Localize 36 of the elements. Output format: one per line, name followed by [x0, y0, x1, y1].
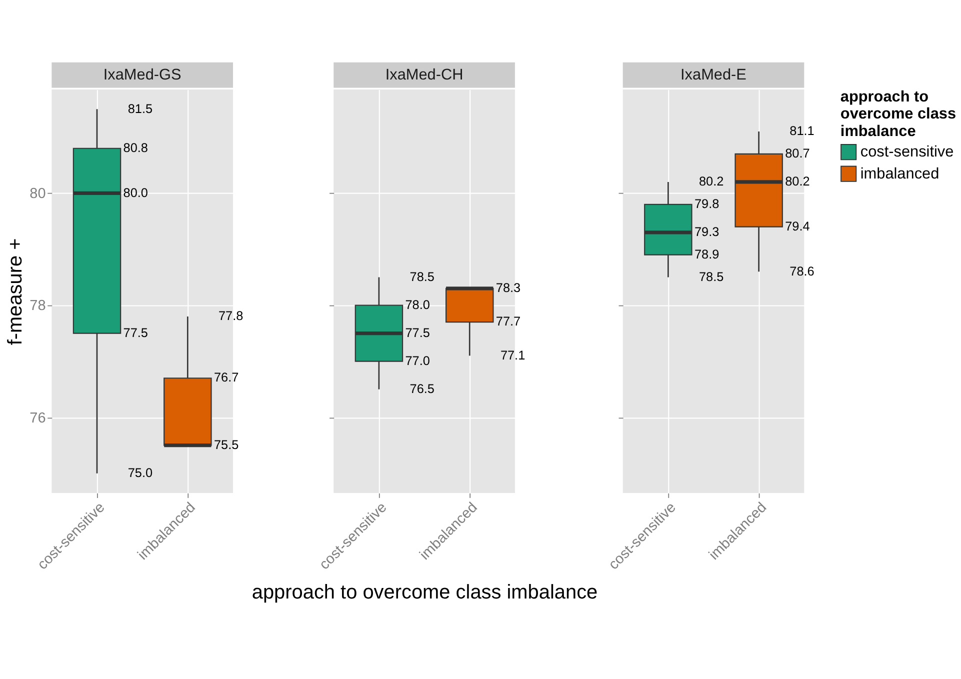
chart-title: IxaMed-GS [103, 66, 182, 84]
y-axis-title: f-measure + [4, 238, 26, 346]
y-tick-label: 76 [30, 410, 46, 426]
legend-label: cost-sensitive [860, 144, 954, 161]
annotation: 77.1 [500, 348, 526, 362]
annotation: 79.3 [694, 225, 720, 240]
annotation: 81.1 [790, 124, 814, 138]
annotation: 81.5 [128, 102, 153, 116]
annotation: 80.7 [785, 146, 810, 161]
annotation: 78.0 [405, 298, 430, 312]
annotation: 80.2 [698, 174, 724, 189]
annotation: 75.0 [128, 466, 153, 480]
annotation: 80.2 [785, 174, 810, 189]
annotation: 80.0 [123, 186, 148, 200]
chart-title: IxaMed-E [680, 66, 746, 84]
annotation: 77.5 [405, 326, 430, 340]
annotation: 78.9 [694, 247, 720, 262]
annotation: 77.7 [496, 314, 521, 329]
annotation: 79.4 [785, 219, 810, 234]
y-tick-label: 78 [30, 298, 46, 314]
chart-title: IxaMed-CH [385, 66, 464, 84]
annotation: 78.5 [410, 270, 434, 284]
annotation: 80.8 [123, 140, 148, 155]
annotation: 77.8 [218, 309, 244, 324]
annotation: 79.8 [694, 197, 720, 212]
x-axis-title: approach to overcome class imbalance [252, 581, 598, 604]
annotation: 76.7 [214, 370, 239, 385]
y-tick-label: 80 [30, 186, 46, 202]
legend-label: imbalanced [860, 165, 940, 182]
annotation: 76.5 [410, 382, 434, 396]
annotation: 78.5 [698, 270, 724, 284]
annotation: 75.5 [214, 438, 239, 452]
annotation: 78.3 [496, 281, 521, 296]
annotation: 77.5 [123, 326, 148, 340]
annotation: 77.0 [405, 354, 430, 368]
annotation: 78.6 [790, 264, 814, 278]
